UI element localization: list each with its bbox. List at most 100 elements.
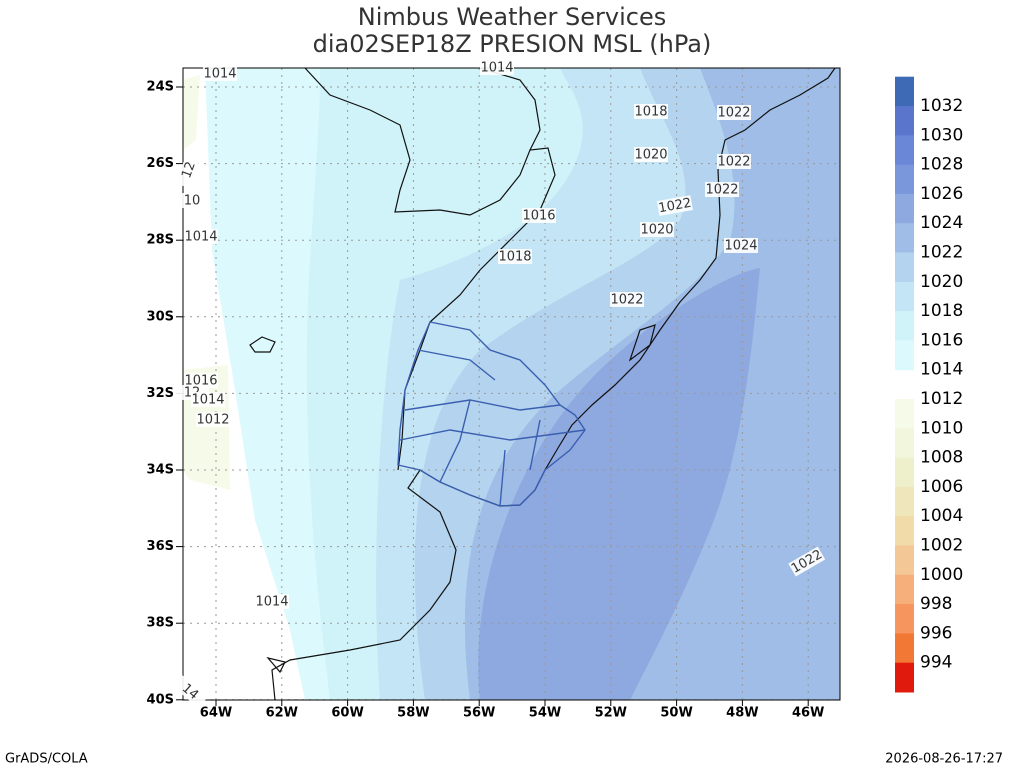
contour-label: 1022 — [717, 154, 751, 170]
lagoon — [628, 324, 656, 362]
colorbar-label: 1014 — [920, 360, 963, 380]
contour-value: 1016 — [522, 209, 555, 224]
lon-label: 58W — [397, 706, 429, 721]
lat-label: 28S — [147, 233, 174, 248]
colorbar-label: 1024 — [920, 213, 963, 233]
lat-label: 32S — [147, 386, 174, 401]
label-box — [196, 412, 230, 427]
contour-value: 12 — [179, 160, 199, 181]
island — [249, 336, 286, 674]
title: Nimbus Weather Services — [358, 3, 666, 31]
lon-label: 52W — [595, 706, 627, 721]
colorbar-label: 994 — [920, 653, 952, 673]
lon-label: 56W — [463, 706, 495, 721]
contour-label: 1020 — [640, 222, 674, 238]
colorbar-label: 1006 — [920, 477, 963, 497]
colorbar-swatch — [895, 252, 914, 283]
lat-label: 30S — [147, 309, 174, 324]
label-box — [634, 104, 668, 119]
contour-label: 1022 — [705, 182, 739, 198]
contour-label: 1020 — [634, 147, 668, 163]
colorbar-label: 1000 — [920, 565, 963, 585]
colorbar-label: 1008 — [920, 448, 963, 468]
contour-value: 1020 — [634, 148, 667, 163]
lat-label: 38S — [147, 616, 174, 631]
colorbar-swatch — [895, 223, 914, 253]
colorbar-swatch — [895, 633, 914, 664]
colorbar-swatch — [895, 106, 914, 136]
colorbar-swatch — [895, 281, 914, 312]
label-box — [203, 66, 237, 81]
uruguay-departments — [397, 321, 586, 507]
colorbar-swatch — [895, 486, 914, 517]
colorbar-label: 1002 — [920, 536, 963, 556]
colorbar-label: 998 — [920, 594, 952, 614]
lon-label: 54W — [529, 706, 561, 721]
label-box — [724, 238, 758, 253]
contour-value: 1022 — [717, 155, 750, 170]
shade — [183, 68, 305, 700]
colorbar-label: 1026 — [920, 184, 963, 204]
colorbar-swatch — [895, 399, 914, 429]
subtitle: dia02SEP18Z PRESION MSL (hPa) — [313, 30, 712, 58]
colorbar-swatch — [895, 574, 914, 605]
label-box — [640, 222, 674, 237]
label-box — [480, 60, 514, 75]
contour-label: 12 — [175, 151, 202, 189]
contour-label: 10 — [175, 193, 209, 209]
footer-left: GrADS/COLA — [5, 752, 88, 767]
label-box — [705, 182, 739, 197]
contour-value: 1012 — [196, 413, 229, 428]
lat-label: 26S — [147, 156, 174, 171]
label-box — [717, 105, 751, 120]
contour-label: 1016 — [522, 208, 556, 224]
contour-label: 1018 — [634, 104, 668, 120]
contour-label: 1016 — [184, 373, 218, 389]
colorbar-label: 996 — [920, 623, 952, 643]
colorbar-label: 1010 — [920, 418, 963, 438]
colorbar-label: 1004 — [920, 506, 963, 526]
contour-value: 1014 — [184, 230, 217, 245]
colorbar-swatch — [895, 164, 914, 195]
label-box — [788, 546, 826, 577]
colorbar-swatch — [895, 428, 914, 459]
label-box — [522, 208, 556, 223]
contour-value: 1020 — [640, 223, 673, 238]
contour-label: 1022 — [610, 292, 644, 308]
contour-value: 1014 — [203, 67, 236, 82]
colorbar-swatch — [895, 604, 914, 634]
contour-value: 1014 — [480, 61, 513, 76]
colorbar-swatch — [895, 457, 914, 488]
colorbar-label: 1030 — [920, 125, 963, 145]
contour-label: 1012 — [196, 412, 230, 428]
contour-value: 1014 — [255, 595, 288, 610]
contour-label: 1014 — [184, 229, 218, 245]
contour-value: 1022 — [657, 196, 692, 217]
shade — [478, 268, 760, 700]
colorbar-label: 1020 — [920, 272, 963, 292]
label-box — [717, 154, 751, 169]
contour-value: 1022 — [610, 293, 643, 308]
contour-value: 1016 — [184, 374, 217, 389]
label-box — [255, 594, 289, 609]
contour-label: 1018 — [498, 249, 532, 265]
lon-label: 64W — [200, 706, 232, 721]
contour-label: 1022 — [717, 105, 751, 121]
colorbar-label: 1032 — [920, 96, 963, 116]
contour-label: 1014 — [480, 60, 514, 76]
colorbar-label: 1028 — [920, 155, 963, 175]
label-box — [184, 373, 218, 388]
colorbar-swatch — [895, 135, 914, 166]
colorbar-swatch — [895, 76, 914, 107]
colorbar-label: 1018 — [920, 301, 963, 321]
colorbar-swatch — [895, 516, 914, 546]
colorbar-swatch — [895, 193, 914, 224]
colorbar-label: 1022 — [920, 243, 963, 263]
contour-label: 1024 — [724, 238, 758, 254]
label-box — [191, 392, 225, 407]
colorbar-label: 1016 — [920, 330, 963, 350]
lon-label: 46W — [792, 706, 824, 721]
lat-label: 40S — [147, 692, 174, 707]
